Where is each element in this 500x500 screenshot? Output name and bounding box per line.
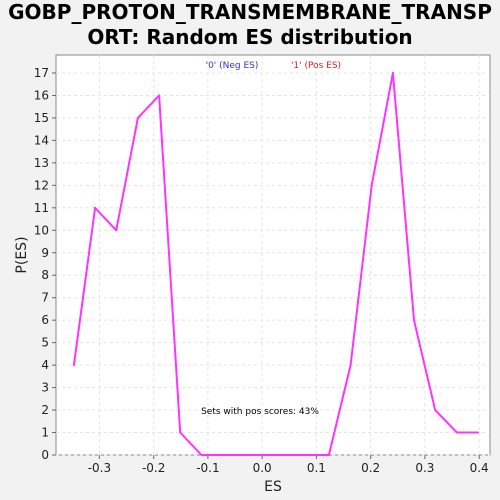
legend-entry-pos: '1' (Pos ES) (291, 61, 341, 71)
y-tick-label: 16 (34, 88, 49, 102)
pos-score-annotation: Sets with pos scores: 43% (201, 407, 319, 417)
data-point (200, 454, 203, 456)
data-point (115, 229, 118, 232)
x-tick-label: 0.4 (470, 461, 489, 475)
y-tick-label: 4 (41, 358, 49, 372)
y-tick-label: 15 (34, 111, 49, 125)
data-point (327, 454, 330, 456)
data-point (349, 364, 352, 367)
y-tick-label: 13 (34, 156, 49, 170)
y-tick-label: 9 (41, 246, 49, 260)
data-point (243, 454, 246, 456)
series-line (72, 72, 479, 456)
data-point (370, 184, 373, 187)
x-tick-label: -0.1 (196, 461, 219, 475)
data-point (179, 431, 182, 434)
y-tick-label: 5 (41, 336, 49, 350)
y-tick-label: 2 (41, 403, 49, 417)
data-point (136, 116, 139, 119)
x-tick-label: 0.3 (415, 461, 434, 475)
x-tick-label: 0.2 (361, 461, 380, 475)
data-point (306, 454, 309, 456)
x-axis-label: ES (264, 479, 282, 495)
y-tick-label: 7 (41, 291, 49, 305)
chart-title: GOBP_PROTON_TRANSMEMBRANE_TRANSP ORT: Ra… (0, 0, 500, 50)
y-tick-label: 14 (34, 133, 49, 147)
x-tick-label: 0.1 (307, 461, 326, 475)
chart-title-line-2: ORT: Random ES distribution (87, 25, 413, 49)
y-tick-label: 10 (34, 223, 49, 237)
x-tick-label: -0.3 (88, 461, 111, 475)
y-tick-label: 0 (41, 448, 49, 462)
x-tick-label: -0.2 (142, 461, 165, 475)
data-point (158, 94, 161, 97)
series-lines (72, 71, 480, 456)
y-tick-label: 1 (41, 426, 49, 440)
x-tick-label: 0.0 (253, 461, 272, 475)
data-point (285, 454, 288, 456)
y-axis-label: P(ES) (14, 236, 30, 273)
y-tick-label: 17 (34, 66, 49, 80)
data-point (434, 409, 437, 412)
data-point (413, 319, 416, 322)
data-point (94, 206, 97, 209)
y-tick-label: 6 (41, 313, 49, 327)
data-point (221, 454, 224, 456)
y-tick-label: 3 (41, 381, 49, 395)
legend-entry-neg: '0' (Neg ES) (206, 61, 259, 71)
data-point (264, 454, 267, 456)
data-point (455, 431, 458, 434)
y-tick-label: 12 (34, 178, 49, 192)
plot-area (55, 54, 491, 456)
data-point (391, 71, 394, 74)
data-point (477, 431, 480, 434)
chart-title-line-1: GOBP_PROTON_TRANSMEMBRANE_TRANSP (8, 0, 492, 24)
grid-lines (56, 55, 490, 456)
data-point (72, 364, 75, 367)
y-tick-label: 8 (41, 268, 49, 282)
y-tick-label: 11 (34, 201, 49, 215)
